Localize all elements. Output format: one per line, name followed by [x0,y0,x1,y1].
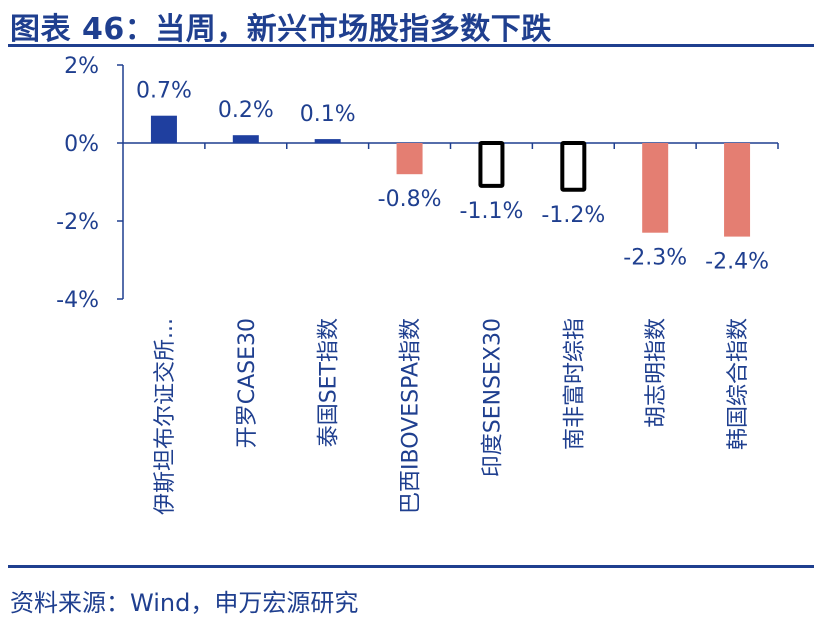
category-label: 伊斯坦布尔证交所... [153,318,178,515]
y-tick-label: 0% [64,132,99,157]
bar [478,141,505,188]
data-label: 0.1% [300,102,356,127]
data-label: -1.2% [541,203,605,228]
category-label: 印度SENSEX30 [480,318,505,477]
title-rule [8,44,814,47]
category-label: 胡志明指数 [644,318,669,428]
data-label: 0.2% [218,98,274,123]
source-note: 资料来源：Wind，申万宏源研究 [10,589,359,617]
bar [560,141,587,192]
category-label: 巴西IBOVESPA指数 [399,318,424,514]
y-tick-label: -4% [56,288,99,313]
bar [396,143,423,175]
bar [232,135,259,143]
data-label: -0.8% [378,187,442,212]
bar [724,143,751,237]
category-label: 韩国综合指数 [726,318,751,450]
figure-title: 图表 46：当周，新兴市场股指多数下跌 [10,12,552,47]
data-label: -2.4% [705,250,769,275]
bar [150,115,177,143]
y-tick-label: -2% [56,210,99,235]
bar [314,139,341,143]
data-label: -1.1% [460,199,524,224]
category-label: 开罗CASE30 [235,318,260,448]
bar [642,143,669,233]
category-label: 南非富时综指 [562,318,587,450]
category-label: 泰国SET指数 [317,318,342,447]
source-rule [8,565,814,568]
data-label: 0.7% [136,79,192,104]
y-tick-label: 2% [64,54,99,79]
bar-chart: 2% 0% -2% -4% 0.7% 伊斯坦布尔证交所... 0.2% 开罗CASE30 0.… [56,54,779,515]
data-label: -2.3% [623,246,687,271]
